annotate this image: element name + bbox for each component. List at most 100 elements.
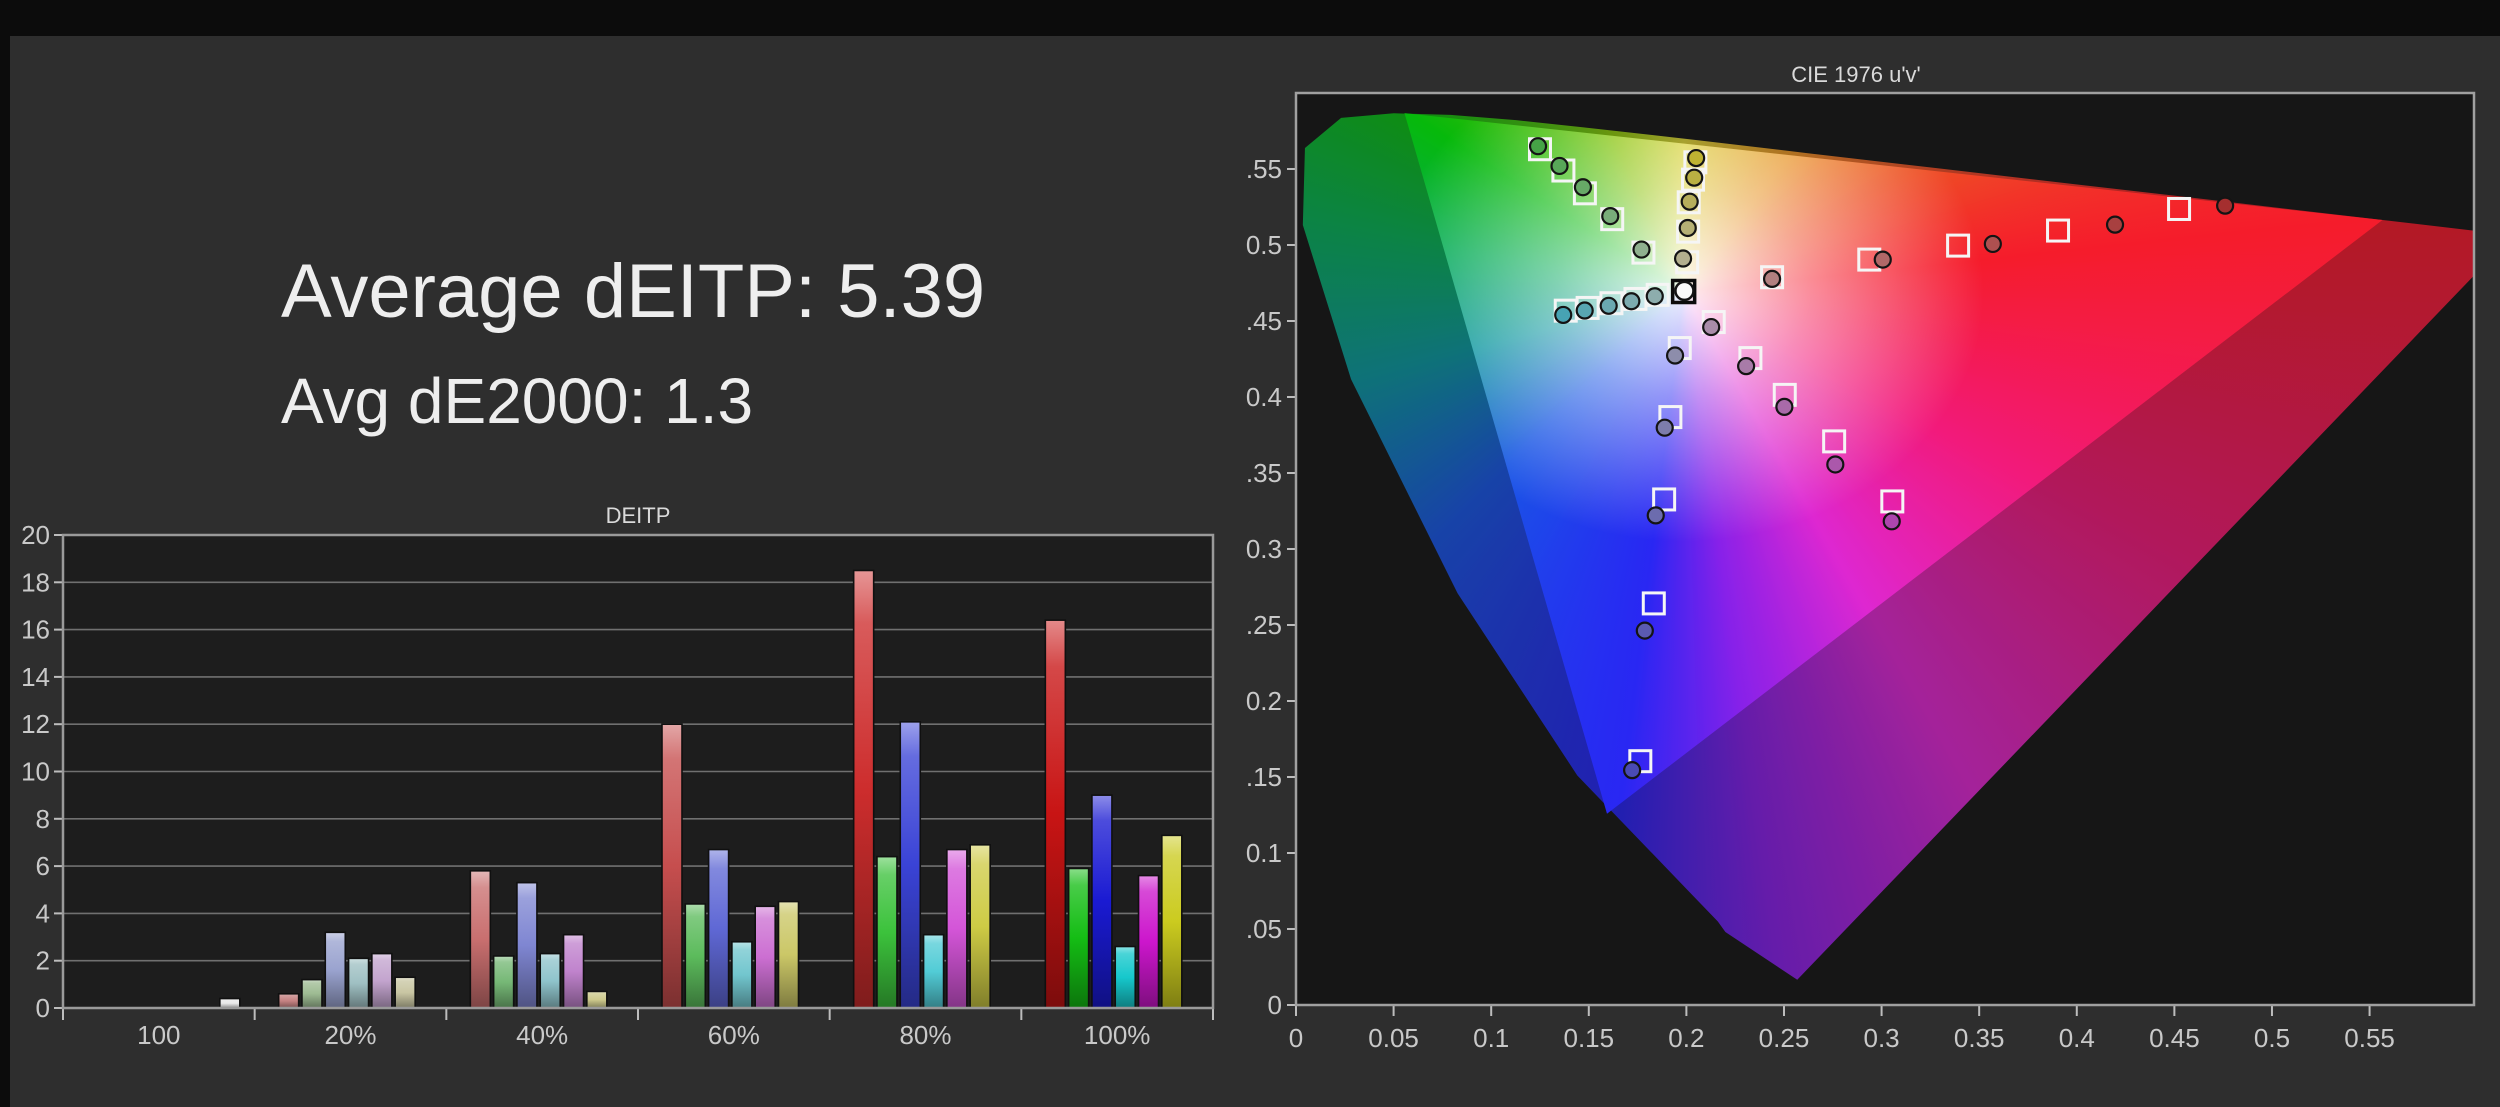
measured-point-red-60% [1983, 234, 2002, 254]
measured-point-yellow-40% [1678, 218, 1697, 238]
cie-diagram-overlay: 0 0.05 0.1 0.15 0.2 0.25 0.3 0.35 0.4 0.45 0.5 0.55… [1246, 62, 2476, 1053]
cie-y-tick-label: 0.2 [1246, 686, 1282, 716]
cie-y-tick-label: 0.4 [1246, 382, 1282, 412]
bar-green-20% [301, 978, 323, 1009]
measured-point-blue-40% [1655, 418, 1674, 437]
bar-magenta-20% [371, 952, 393, 1009]
measured-point-cyan-80% [1575, 301, 1594, 320]
bar-green-40% [492, 955, 515, 1009]
cie-chart-title: CIE 1976 u'v' [1791, 62, 1920, 87]
bar-yellow-40% [586, 990, 608, 1009]
measured-point-magenta-80% [1826, 455, 1845, 474]
measured-point-red-40% [1873, 250, 1892, 269]
bar-cyan-20% [347, 957, 370, 1009]
measured-point-green-40% [1601, 207, 1620, 226]
cie-y-tick-label: 0.05 [1246, 914, 1282, 944]
bar-cyan-100% [1114, 945, 1137, 1009]
measured-point-white [1674, 280, 1695, 302]
bar-magenta-80% [946, 848, 968, 1009]
measured-point-cyan-60% [1599, 296, 1618, 315]
bar-x-tick-label: 100% [1084, 1020, 1151, 1050]
bar-cyan-80% [922, 933, 945, 1009]
measured-point-yellow-100% [1687, 148, 1706, 168]
cie-x-tick-label: 0.25 [1759, 1023, 1810, 1053]
bar-green-100% [1067, 867, 1090, 1009]
measured-point-blue-100% [1623, 761, 1642, 780]
target-square-yellow-60% [1676, 190, 1701, 215]
bar-x-tick-label: 80% [899, 1020, 951, 1050]
bar-green-80% [876, 855, 898, 1009]
bar-yellow-60% [777, 900, 800, 1009]
cie-x-tick-label: 0.55 [2344, 1023, 2395, 1053]
measured-point-cyan-40% [1622, 292, 1641, 311]
measured-point-magenta-60% [1775, 397, 1794, 416]
target-square-red-60% [1946, 233, 1971, 258]
cie-y-tick-label: 0.3 [1246, 534, 1282, 564]
bar-y-tick-label: 10 [21, 757, 50, 787]
cie-diagram-plot-area [1296, 93, 2474, 1005]
target-square-blue-60% [1652, 487, 1677, 512]
average-de2000-text: Avg dE2000: 1.3 [281, 365, 754, 437]
measured-point-yellow-60% [1680, 192, 1699, 211]
cie-x-tick-label: 0.1 [1473, 1023, 1509, 1053]
bar-y-tick-label: 14 [21, 662, 50, 692]
bar-blue-40% [516, 881, 538, 1009]
bar-cyan-40% [539, 952, 562, 1009]
bar-chart-title: DEITP [606, 503, 671, 528]
bar-x-tick-label: 20% [324, 1020, 376, 1050]
measured-point-magenta-40% [1737, 357, 1756, 376]
bar-y-tick-label: 12 [21, 709, 50, 739]
target-square-magenta-100% [1880, 489, 1905, 514]
cie-x-tick-label: 0.35 [1954, 1023, 2005, 1053]
bar-x-tick-label: 40% [516, 1020, 568, 1050]
bar-y-tick-label: 16 [21, 615, 50, 645]
bar-yellow-80% [969, 844, 991, 1009]
cie-plot-border [1294, 91, 2476, 1007]
cie-y-tick-label: 0 [1268, 990, 1282, 1020]
bar-blue-20% [324, 931, 347, 1009]
bar-red-20% [277, 993, 300, 1009]
measured-point-blue-20% [1665, 346, 1685, 365]
cie-y-tick-label: 0.55 [1246, 154, 1282, 184]
target-square-red-80% [2046, 218, 2071, 243]
cie-x-tick-label: 0.4 [2059, 1023, 2095, 1053]
measured-point-blue-60% [1646, 506, 1665, 525]
cie-y-tick-label: 0.45 [1246, 306, 1282, 336]
bar-y-tick-label: 2 [36, 946, 50, 976]
bar-red-40% [469, 870, 492, 1009]
target-square-red-100% [2167, 196, 2192, 221]
measured-point-green-20% [1632, 240, 1651, 259]
bar-magenta-100% [1137, 874, 1160, 1009]
bar-plot-border [61, 533, 1215, 1010]
bar-red-60% [661, 723, 683, 1009]
bar-y-tick-label: 8 [36, 804, 50, 834]
bar-y-tick-label: 20 [21, 520, 50, 550]
measured-point-green-100% [1528, 137, 1548, 156]
measured-point-yellow-80% [1685, 168, 1704, 187]
measured-point-yellow-20% [1673, 249, 1693, 268]
cie-x-tick-label: 0.15 [1563, 1023, 1614, 1053]
bar-magenta-60% [754, 905, 777, 1009]
measured-point-blue-80% [1635, 621, 1654, 640]
cie-x-tick-label: 0.45 [2149, 1023, 2200, 1053]
cie-y-tick-label: 0.25 [1246, 610, 1282, 640]
cie-y-tick-label: 0.15 [1246, 762, 1282, 792]
measured-point-green-80% [1550, 156, 1569, 176]
cie-y-tick-label: 0.1 [1246, 838, 1282, 868]
bar-blue-80% [899, 721, 922, 1009]
cie-y-tick-label: 0.35 [1246, 458, 1282, 488]
bar-cyan-60% [731, 940, 753, 1009]
average-deitp-text: Average dEITP: 5.39 [281, 249, 986, 334]
measured-point-green-60% [1573, 178, 1593, 197]
bar-y-tick-label: 0 [36, 993, 50, 1023]
bar-blue-100% [1091, 794, 1113, 1009]
bar-magenta-40% [562, 933, 585, 1009]
measured-point-red-80% [2105, 215, 2125, 234]
measured-point-cyan-20% [1645, 287, 1664, 306]
measured-point-cyan-100% [1554, 305, 1573, 325]
bar-green-60% [684, 903, 707, 1009]
cie-x-tick-label: 0 [1289, 1023, 1303, 1053]
measured-point-magenta-100% [1882, 512, 1901, 531]
deitp-bar-chart: 100 20% 40% 60% 80% 100% 0 2 4 6 8 10 12 14 16 18 20 DEIT… [21, 503, 1215, 1050]
